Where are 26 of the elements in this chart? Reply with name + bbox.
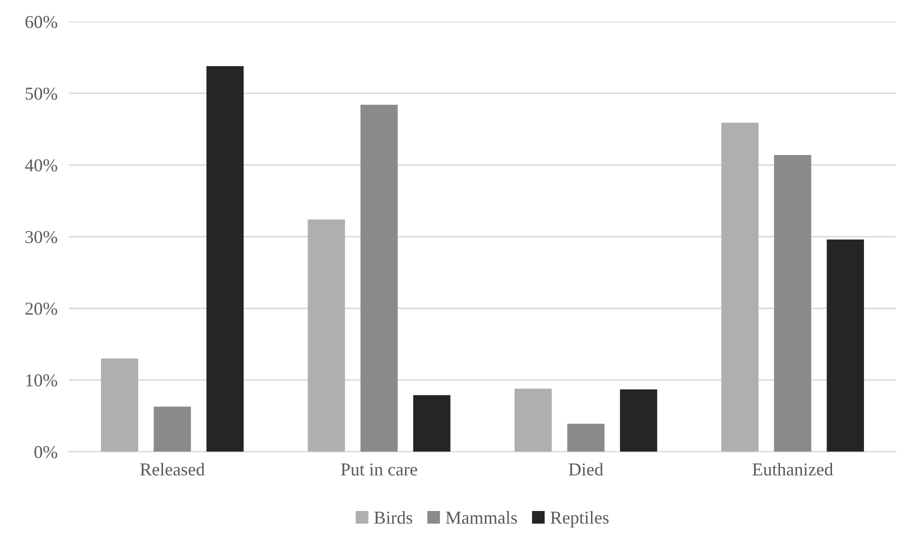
legend-label: Birds (374, 511, 412, 524)
legend-label: Reptiles (550, 511, 609, 528)
bar (360, 104, 398, 452)
bar (774, 154, 812, 452)
x-tick-label: Died (568, 462, 604, 476)
y-tick-label: 10% (26, 374, 58, 387)
y-tick-label: 50% (26, 88, 58, 100)
x-tick-label: Euthanized (752, 462, 834, 476)
bar (721, 122, 759, 452)
bar (567, 424, 604, 452)
y-tick-label: 30% (26, 230, 58, 244)
y-tick-label: 40% (25, 159, 58, 172)
y-tick-label: 20% (26, 302, 58, 315)
bar (826, 240, 864, 452)
bar (206, 66, 244, 452)
x-tick-label: Released (140, 462, 205, 476)
bar (154, 406, 191, 452)
y-tick-label: 0% (34, 446, 58, 458)
bar (413, 395, 450, 452)
x-tick-label: Put in care (341, 463, 418, 476)
bar (514, 388, 552, 452)
bar (620, 389, 658, 452)
y-tick-label: 60% (25, 16, 58, 28)
bar (100, 358, 138, 452)
legend-label: Mammals (446, 511, 517, 524)
bar (308, 219, 345, 452)
